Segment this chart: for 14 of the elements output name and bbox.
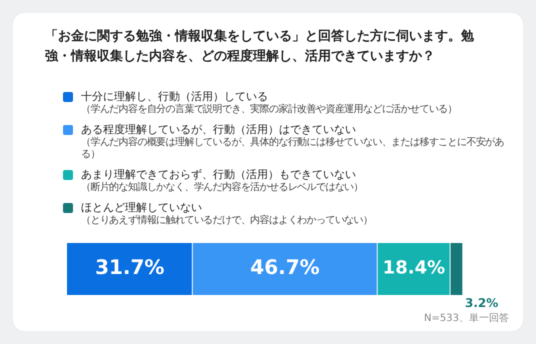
legend-label: あまり理解できておらず、行動（活用）もできていない [81,167,357,182]
text: （断片的な知識しかなく、学んだ内容を活かせるレベルではない） [81,182,364,194]
data-label: 31.7% [95,255,164,280]
text: （とりあえず情報に触れているだけで、内容はよくわかっていない） [81,215,372,227]
data-label: 3.2% [465,296,498,310]
data-label: 18.4% [382,258,446,279]
legend-label: 十分に理解し、行動（活用）している [81,89,269,104]
text: （学んだ内容を自分の言葉で説明でき、実際の家計改善や資産運用などに活かせている） [81,104,458,116]
text: （学んだ内容の概要は理解しているが、具体的な行動には移せていない、または移すことに不安がある） [81,137,506,161]
chart-title: 「お金に関する勉強・情報収集をしている」と回答した方に伺います。勉強・情報収集した内容を、どの程度理解し、活用できていますか？ [45,28,475,66]
legend-label: ある程度理解しているが、行動（活用）はできていない [81,122,357,136]
text: N=533、単一回答 [424,312,509,325]
data-label: 46.7% [250,255,320,280]
legend-label: ほとんど理解していない [81,200,203,214]
